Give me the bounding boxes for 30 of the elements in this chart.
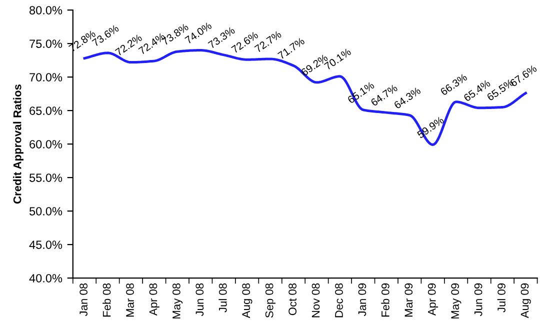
y-tick-label: 80.0% xyxy=(30,6,62,14)
x-tick-label: Jan 08 xyxy=(80,283,88,316)
x-tick-label: Aug 08 xyxy=(242,283,252,318)
x-tick-label: Apr 09 xyxy=(428,283,438,316)
x-tick-label: Jun 09 xyxy=(474,283,482,316)
x-tick-label: Nov 08 xyxy=(312,283,320,318)
x-tick-label: Jul 09 xyxy=(497,283,506,312)
x-tick-label: Jul 08 xyxy=(218,283,227,312)
x-tick-label: May 09 xyxy=(451,283,462,318)
x-tick-label: Sep 08 xyxy=(265,283,276,318)
x-tick-label: Oct 08 xyxy=(288,283,296,316)
x-tick-label: Jun 08 xyxy=(196,283,204,316)
x-tick-label: Dec 08 xyxy=(335,283,343,318)
x-tick-label: Feb 09 xyxy=(381,283,390,317)
y-tick-label: 50.0% xyxy=(29,207,62,216)
x-tick-label: Mar 09 xyxy=(404,283,413,317)
y-tick-label: 45.0% xyxy=(29,240,62,249)
x-tick-label: May 08 xyxy=(172,283,183,318)
x-tick-label: Apr 08 xyxy=(149,283,160,316)
x-tick-label: Feb 08 xyxy=(102,283,111,317)
y-tick-label: 40.0% xyxy=(29,274,62,282)
x-tick-label: Mar 08 xyxy=(126,283,134,317)
y-tick-label: 70.0% xyxy=(30,73,62,82)
y-tick-label: 75.0% xyxy=(30,40,62,48)
y-axis-title: Credit Approval Ratios xyxy=(13,84,24,204)
x-tick-label: Aug 09 xyxy=(520,283,531,318)
y-tick-label: 55.0% xyxy=(29,174,62,182)
x-tick-label: Jan 09 xyxy=(358,283,366,316)
y-tick-label: 65.0% xyxy=(30,106,62,115)
y-tick-label: 60.0% xyxy=(30,140,62,148)
